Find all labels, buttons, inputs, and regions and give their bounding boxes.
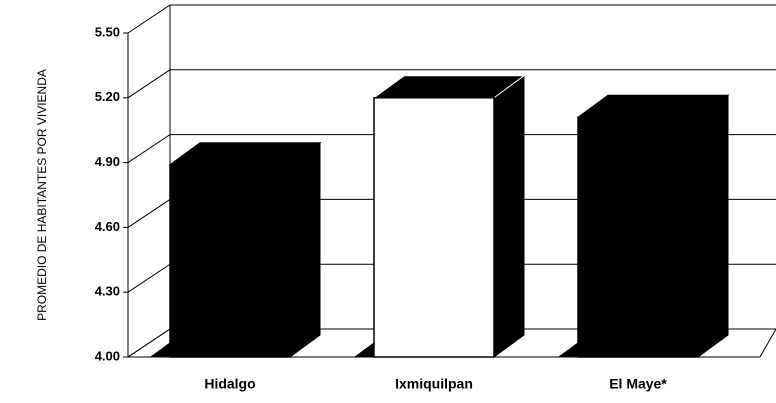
y-tick-label: 4.30 bbox=[95, 284, 120, 299]
bar bbox=[169, 164, 291, 358]
grid-line bbox=[127, 4, 776, 34]
x-tick-label: Ixmiquilpan bbox=[395, 376, 473, 392]
bar-side bbox=[289, 141, 321, 358]
y-axis-label: PROMEDIO DE HABITANTES POR VIVIENDA bbox=[35, 69, 49, 321]
x-tick-label: Hidalgo bbox=[204, 376, 255, 392]
grid-line bbox=[127, 69, 776, 99]
y-tick-label: 5.50 bbox=[95, 24, 120, 39]
y-tick-label: 4.60 bbox=[95, 219, 120, 234]
x-tick-label: El Maye* bbox=[609, 376, 667, 392]
bar-side bbox=[493, 74, 525, 358]
bar bbox=[373, 97, 495, 358]
grid-line bbox=[127, 134, 776, 164]
y-tick-label: 4.00 bbox=[95, 348, 120, 363]
bar-side bbox=[697, 94, 729, 358]
bar bbox=[577, 116, 699, 358]
y-tick-label: 5.20 bbox=[95, 89, 120, 104]
y-tick-label: 4.90 bbox=[95, 154, 120, 169]
